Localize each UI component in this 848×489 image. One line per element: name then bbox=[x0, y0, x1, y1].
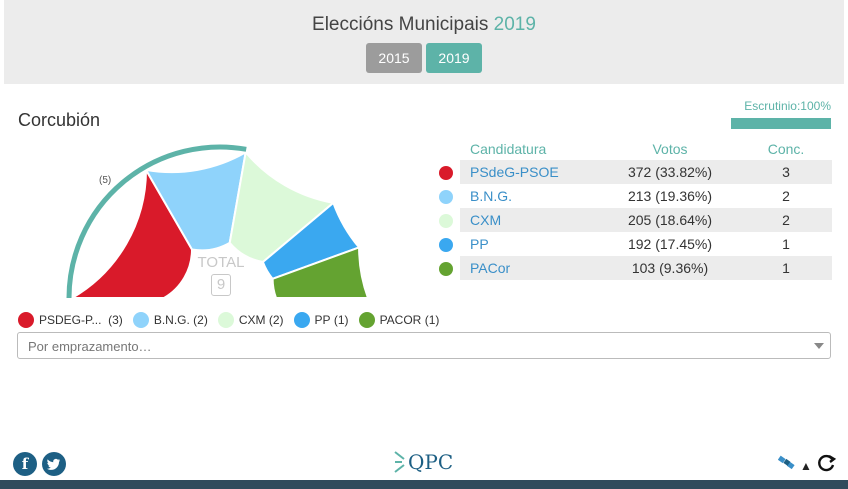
party-color-dot bbox=[439, 262, 453, 277]
party-seats: 2 bbox=[740, 208, 832, 232]
party-name-link[interactable]: CXM bbox=[460, 208, 600, 232]
year-button-2019[interactable]: 2019 bbox=[426, 43, 482, 73]
page-title-year: 2019 bbox=[493, 14, 536, 35]
party-color-dot bbox=[439, 190, 453, 205]
seat-count-annotation: (5) bbox=[99, 175, 112, 186]
chevron-down-icon[interactable] bbox=[814, 343, 824, 349]
header-votos: Votos bbox=[652, 141, 688, 157]
legend-party-name: PSDEG-P... bbox=[39, 313, 102, 327]
party-name-link[interactable]: B.N.G. bbox=[470, 188, 513, 204]
table-row: PACor 103 (9.36%) 1 bbox=[432, 256, 832, 280]
qpc-logo-text: QPC bbox=[408, 450, 454, 474]
header-conc: Conc. bbox=[767, 141, 805, 157]
party-votes: 192 (17.45%) bbox=[627, 236, 713, 252]
legend-party-seats: (2) bbox=[193, 313, 208, 327]
party-votes: 103 (9.36%) bbox=[600, 256, 740, 280]
legend-color-dot bbox=[293, 312, 310, 328]
legend-party-name: B.N.G. bbox=[153, 313, 190, 327]
legend-party-name: PACOR bbox=[379, 313, 422, 327]
legend-item[interactable]: CXM (2) bbox=[217, 312, 284, 328]
refresh-icon[interactable] bbox=[815, 452, 837, 474]
party-color-dot bbox=[439, 166, 453, 181]
footer-bar bbox=[0, 480, 848, 489]
party-votes: 213 (19.36%) bbox=[627, 188, 713, 204]
party-seats: 1 bbox=[782, 236, 790, 252]
results-table: Candidatura Votos Conc. PSdeG-PSOE 372 (… bbox=[432, 138, 832, 280]
header: Eleccións Municipais 2019 2015 2019 bbox=[4, 0, 844, 84]
satellite-icon[interactable] bbox=[778, 454, 796, 472]
table-row: B.N.G. 213 (19.36%) 2 bbox=[432, 184, 832, 208]
legend-color-dot bbox=[132, 312, 149, 328]
results-header-row: Candidatura Votos Conc. bbox=[432, 138, 832, 160]
total-seats-value: 9 bbox=[211, 274, 231, 296]
hemicycle-segment-psdeg-psoe bbox=[68, 166, 194, 299]
table-row: PP 192 (17.45%) 1 bbox=[432, 232, 832, 256]
scrutiny-progress-bar bbox=[731, 118, 831, 129]
party-seats: 3 bbox=[740, 160, 832, 184]
table-row: CXM 205 (18.64%) 2 bbox=[432, 208, 832, 232]
color-header bbox=[432, 138, 460, 160]
party-name-link[interactable]: PSdeG-PSOE bbox=[460, 160, 600, 184]
party-votes: 205 (18.64%) bbox=[600, 208, 740, 232]
legend-color-dot bbox=[217, 312, 234, 328]
majority-indicator-arc bbox=[66, 144, 247, 299]
hemicycle-segment-pacor bbox=[271, 245, 370, 299]
legend-color-dot bbox=[358, 312, 375, 328]
legend-party-name: CXM bbox=[238, 313, 266, 327]
party-name-link[interactable]: PP bbox=[470, 236, 489, 252]
party-color-dot bbox=[439, 214, 453, 229]
facebook-icon[interactable]: f bbox=[13, 452, 37, 476]
scrutiny-label: Escrutinio:100% bbox=[744, 99, 831, 113]
qpc-logo-icon bbox=[394, 451, 405, 473]
party-seats: 2 bbox=[782, 188, 790, 204]
year-button-2015[interactable]: 2015 bbox=[366, 43, 422, 73]
twitter-icon[interactable] bbox=[42, 452, 66, 476]
legend-party-seats: (3) bbox=[108, 313, 123, 327]
legend-party-seats: (2) bbox=[268, 313, 284, 327]
total-label: TOTAL bbox=[197, 254, 245, 271]
party-color-dot bbox=[439, 238, 453, 253]
legend-color-dot bbox=[18, 312, 34, 328]
header-candidatura: Candidatura bbox=[470, 141, 547, 157]
legend-item[interactable]: PP (1) bbox=[293, 312, 349, 328]
chevron-up-icon[interactable]: ▲ bbox=[800, 459, 812, 473]
legend-party-name: PP bbox=[314, 313, 331, 327]
legend-party-seats: (1) bbox=[333, 313, 349, 327]
chart-legend: PSDEG-P... (3) B.N.G. (2) CXM (2) PP (1)… bbox=[18, 312, 449, 328]
party-votes: 372 (33.82%) bbox=[600, 160, 740, 184]
party-seats: 1 bbox=[740, 256, 832, 280]
legend-party-seats: (1) bbox=[424, 313, 440, 327]
municipality-name: Corcubión bbox=[18, 110, 101, 130]
location-select[interactable]: Por emprazamento… bbox=[17, 332, 831, 359]
location-select-placeholder: Por emprazamento… bbox=[28, 339, 152, 354]
table-row: PSdeG-PSOE 372 (33.82%) 3 bbox=[432, 160, 832, 184]
year-selector: 2015 2019 bbox=[4, 43, 844, 73]
page-title: Eleccións Municipais 2019 bbox=[312, 14, 536, 35]
legend-item[interactable]: PACOR (1) bbox=[358, 312, 440, 328]
legend-item[interactable]: PSDEG-P... (3) bbox=[18, 312, 123, 328]
seats-hemicycle-chart bbox=[66, 144, 370, 299]
party-name-link[interactable]: PACor bbox=[460, 256, 600, 280]
legend-item[interactable]: B.N.G. (2) bbox=[132, 312, 208, 328]
